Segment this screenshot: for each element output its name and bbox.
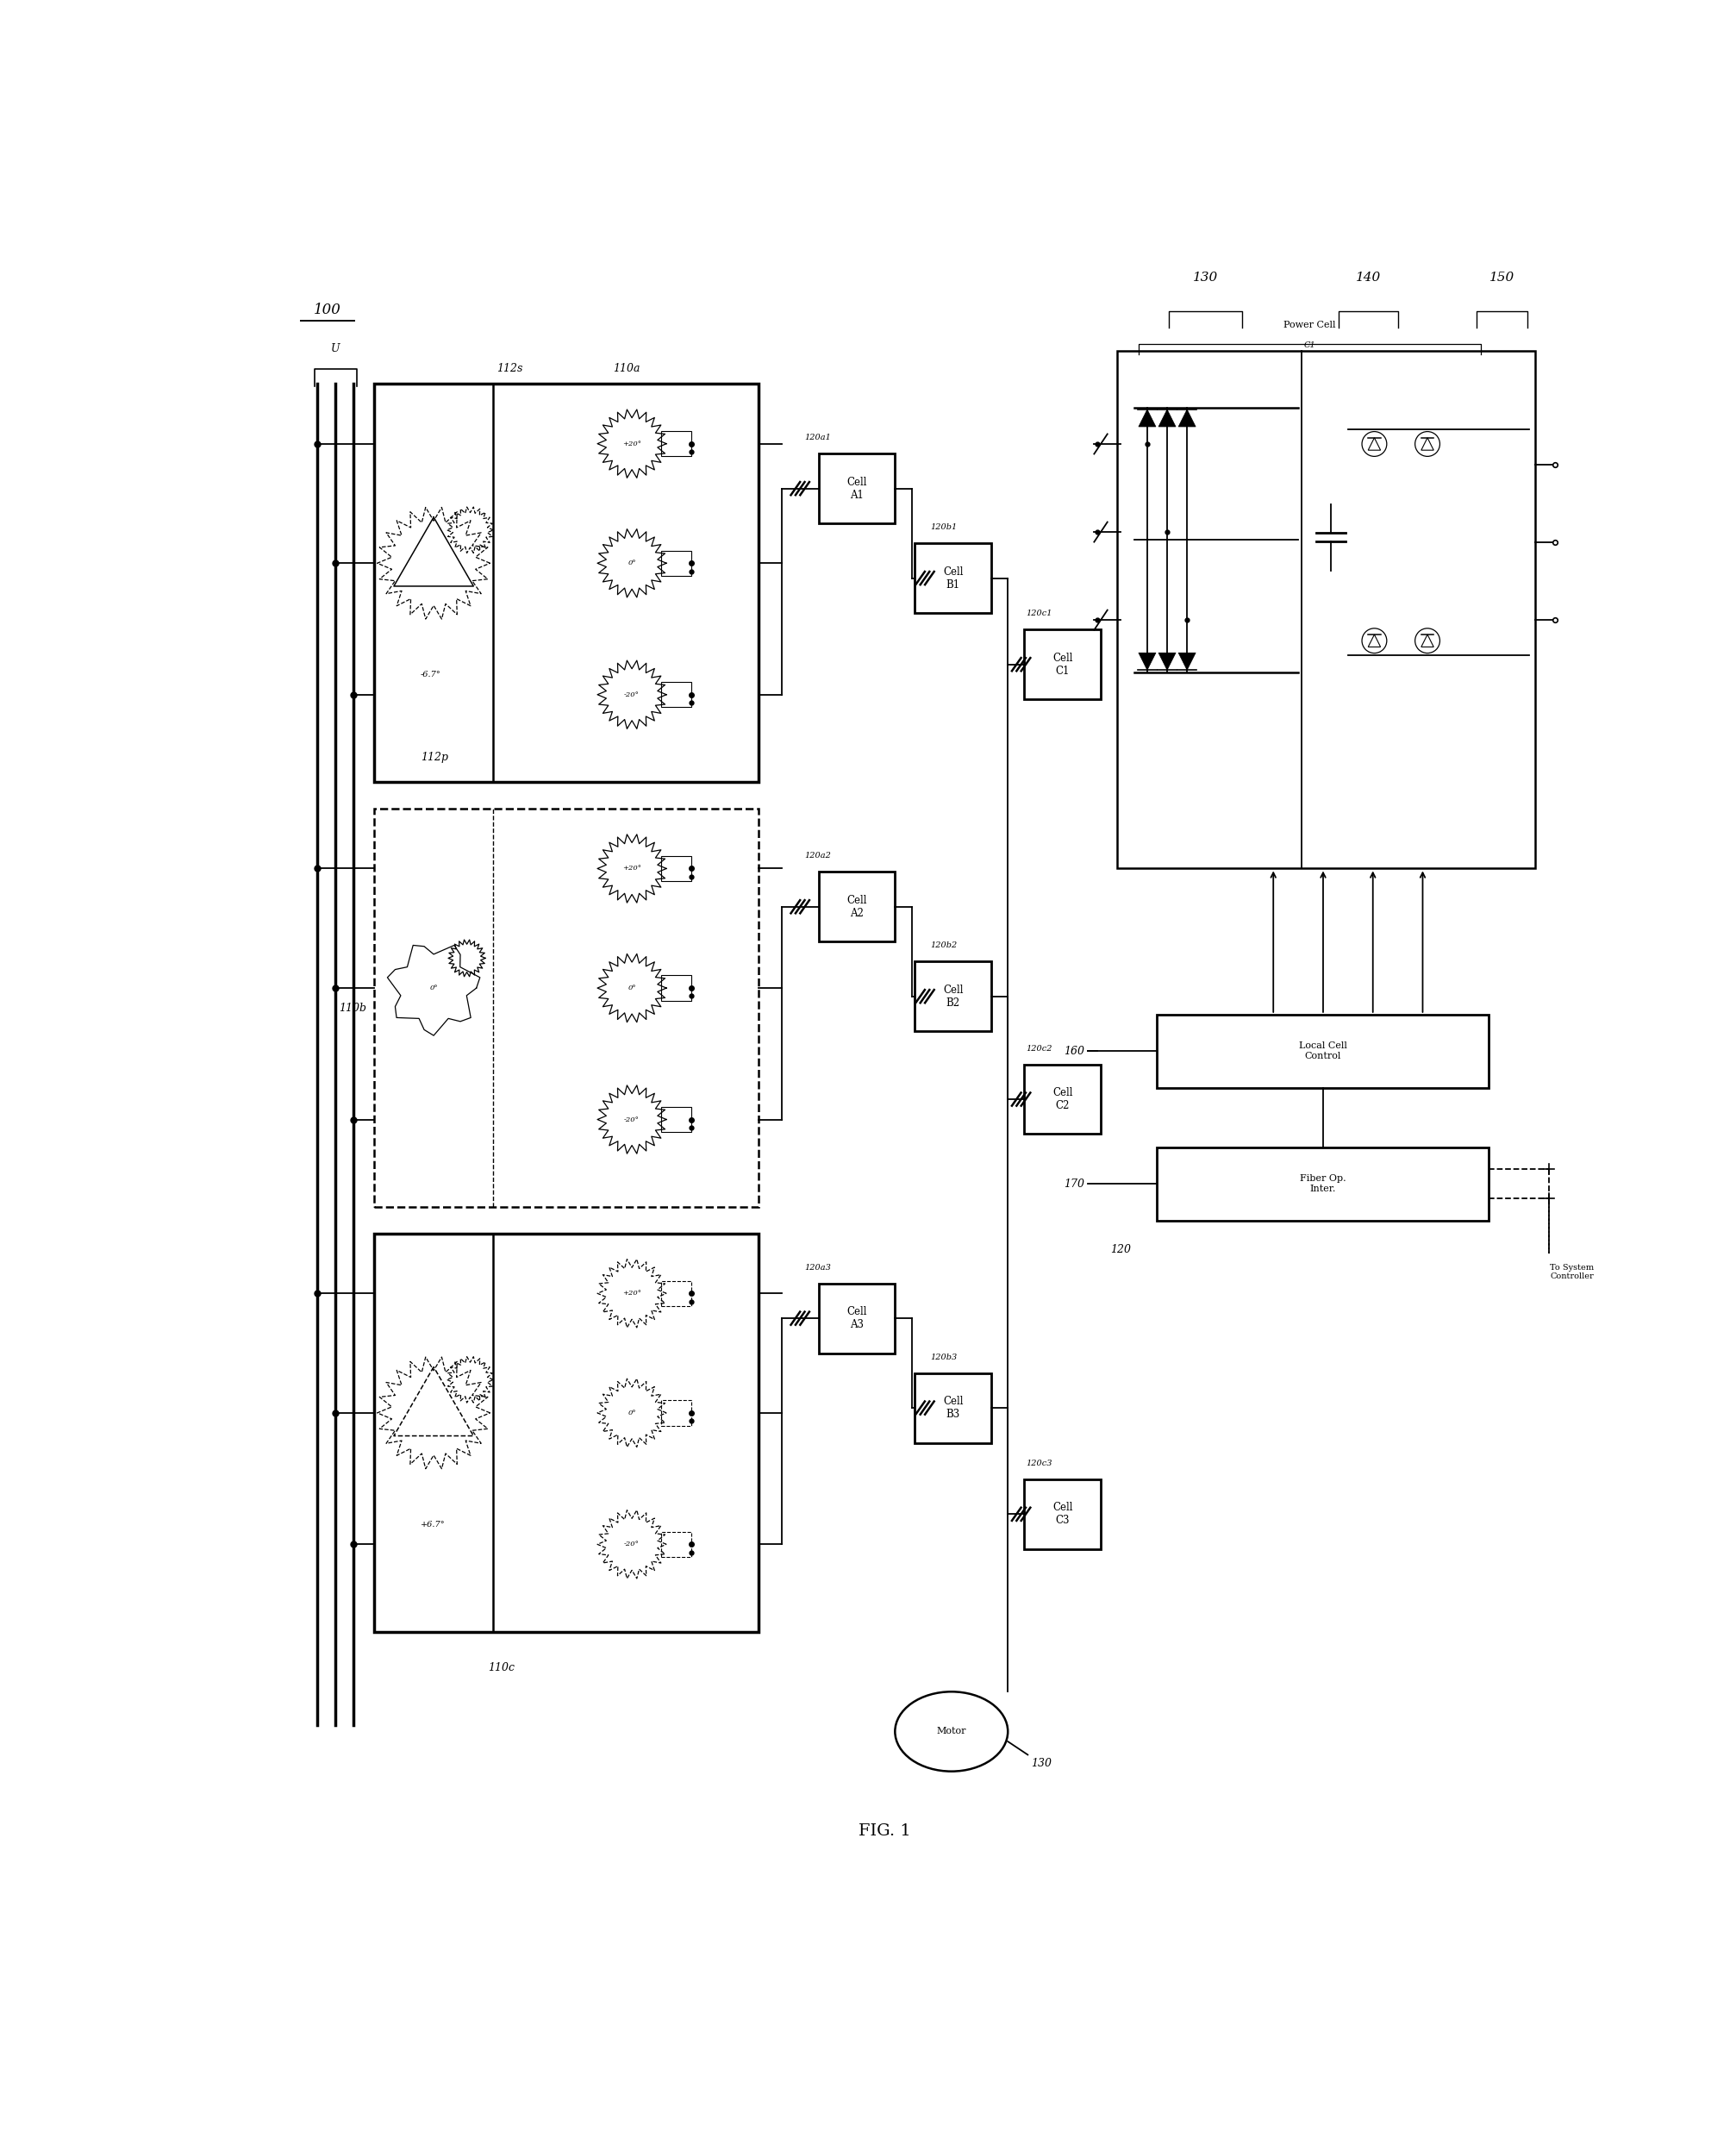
Text: C1: C1 [1304, 341, 1316, 350]
Text: 120: 120 [1111, 1243, 1132, 1256]
Text: 0°: 0° [628, 561, 635, 567]
Polygon shape [1422, 437, 1434, 450]
Text: 120c1: 120c1 [1026, 610, 1052, 618]
Text: 160: 160 [1064, 1045, 1085, 1057]
Text: U: U [332, 343, 340, 354]
Text: Local Cell
Control: Local Cell Control [1299, 1043, 1347, 1060]
Bar [661, 550, 691, 576]
Text: 0°: 0° [628, 985, 635, 991]
Text: +20°: +20° [623, 866, 641, 872]
Polygon shape [1368, 635, 1380, 646]
Text: 120c2: 120c2 [1026, 1045, 1052, 1053]
Bar [915, 544, 991, 614]
Text: FIG. 1: FIG. 1 [859, 1823, 911, 1840]
Bar [1158, 1015, 1489, 1087]
Text: Cell
C1: Cell C1 [1052, 652, 1073, 676]
Text: 120b3: 120b3 [930, 1354, 957, 1360]
Text: 120b1: 120b1 [930, 524, 957, 531]
Text: 112p: 112p [420, 750, 448, 763]
Bar [661, 1531, 691, 1556]
Bar [373, 1234, 759, 1631]
Text: +6.7°: +6.7° [420, 1520, 444, 1529]
Text: 120b2: 120b2 [930, 942, 957, 949]
Text: 170: 170 [1064, 1179, 1085, 1190]
Text: 112s: 112s [496, 362, 523, 373]
Text: 110b: 110b [339, 1002, 366, 1013]
Bar [661, 1281, 691, 1307]
Text: -20°: -20° [625, 1115, 639, 1124]
Text: 120a1: 120a1 [804, 435, 832, 441]
Bar [661, 855, 691, 881]
Bar [661, 682, 691, 708]
Bar [915, 962, 991, 1032]
Text: 110a: 110a [613, 362, 641, 373]
Ellipse shape [896, 1691, 1009, 1772]
Text: -20°: -20° [625, 1541, 639, 1548]
Text: 120a3: 120a3 [804, 1264, 832, 1271]
Text: Cell
A2: Cell A2 [847, 895, 866, 919]
Bar [1024, 1064, 1101, 1134]
Bar [1024, 1480, 1101, 1550]
Text: 130: 130 [1031, 1759, 1052, 1770]
Text: 150: 150 [1489, 271, 1514, 284]
Text: Power Cell: Power Cell [1283, 322, 1335, 330]
Text: 140: 140 [1356, 271, 1380, 284]
Bar [373, 384, 759, 782]
Polygon shape [1158, 652, 1175, 669]
Text: 0°: 0° [429, 985, 437, 991]
Bar [1158, 1147, 1489, 1220]
Text: Cell
A3: Cell A3 [847, 1307, 866, 1330]
Bar [661, 976, 691, 1000]
Text: Cell
A1: Cell A1 [847, 475, 866, 501]
Bar [819, 454, 896, 522]
Bar [819, 1283, 896, 1354]
Polygon shape [1139, 409, 1156, 426]
Polygon shape [1422, 635, 1434, 646]
Text: +20°: +20° [623, 1290, 641, 1296]
Text: 120c3: 120c3 [1026, 1460, 1052, 1467]
Text: Cell
C2: Cell C2 [1052, 1087, 1073, 1111]
Polygon shape [1179, 652, 1196, 669]
Bar [661, 431, 691, 456]
Text: +20°: +20° [623, 439, 641, 448]
Polygon shape [1368, 437, 1380, 450]
Text: 120a2: 120a2 [804, 853, 832, 859]
Bar [661, 1401, 691, 1426]
Text: Fiber Op.
Inter.: Fiber Op. Inter. [1300, 1175, 1345, 1194]
Bar [1024, 629, 1101, 699]
Text: 100: 100 [314, 303, 342, 318]
Polygon shape [1158, 409, 1175, 426]
Text: Cell
C3: Cell C3 [1052, 1503, 1073, 1527]
Bar [1118, 352, 1536, 868]
Text: 110c: 110c [488, 1661, 514, 1674]
Polygon shape [1139, 652, 1156, 669]
Text: Cell
B2: Cell B2 [943, 985, 963, 1008]
Bar [661, 1107, 691, 1132]
Text: Cell
B1: Cell B1 [943, 567, 963, 591]
Text: Cell
B3: Cell B3 [943, 1396, 963, 1420]
Text: Motor: Motor [936, 1727, 967, 1735]
Bar [819, 872, 896, 942]
Text: 0°: 0° [628, 1409, 635, 1416]
Text: -6.7°: -6.7° [420, 672, 441, 678]
Bar [373, 808, 759, 1207]
Bar [915, 1373, 991, 1443]
Text: -20°: -20° [625, 691, 639, 697]
Polygon shape [1179, 409, 1196, 426]
Text: 130: 130 [1193, 271, 1217, 284]
Text: To System
Controller: To System Controller [1550, 1264, 1594, 1279]
